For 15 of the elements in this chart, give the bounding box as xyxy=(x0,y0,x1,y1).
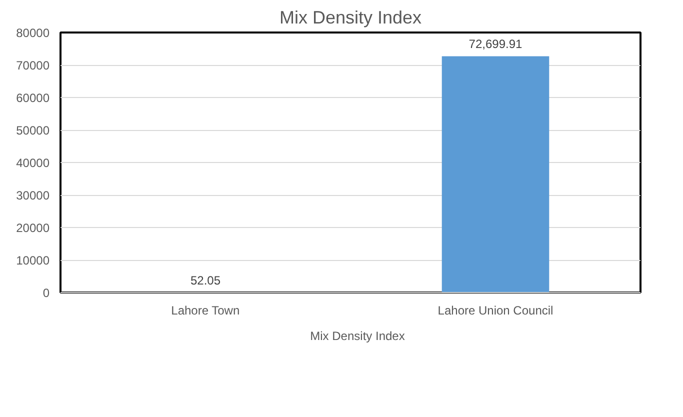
y-tick-label: 50000 xyxy=(16,124,50,138)
text: 52.05 xyxy=(190,273,221,288)
y-tick-label: 20000 xyxy=(16,221,50,235)
y-tick-label: 30000 xyxy=(16,188,50,202)
y-tick-label: 0 xyxy=(42,286,50,300)
x-tick-label: Lahore Union Council xyxy=(438,304,554,318)
text: Mix Density Index xyxy=(310,329,405,343)
y-tick-label: 80000 xyxy=(16,26,50,40)
y-tick-label: 70000 xyxy=(16,58,50,72)
text: 72,699.91 xyxy=(468,37,522,52)
y-tick-label: 60000 xyxy=(16,91,50,105)
y-tick-label: 10000 xyxy=(16,254,50,268)
chart-title: Mix Density Index xyxy=(279,8,422,28)
y-tick-label: 40000 xyxy=(16,156,50,170)
x-tick-label: Lahore Town xyxy=(171,304,240,318)
